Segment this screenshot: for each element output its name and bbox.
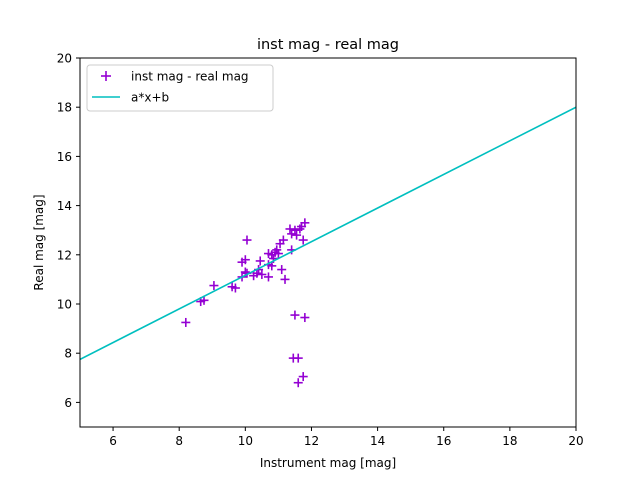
y-tick-label: 6 xyxy=(64,396,72,410)
scatter-point xyxy=(300,313,310,323)
x-tick-label: 14 xyxy=(370,434,385,448)
scatter-point xyxy=(255,256,265,266)
scatter-point xyxy=(257,269,267,279)
scatter-point xyxy=(277,265,287,275)
scatter-point xyxy=(209,281,219,291)
x-axis-label: Instrument mag [mag] xyxy=(260,456,396,470)
chart-title: inst mag - real mag xyxy=(257,37,399,53)
scatter-point xyxy=(293,353,303,363)
scatter-point xyxy=(285,224,295,234)
y-tick-label: 8 xyxy=(64,347,72,361)
scatter-point xyxy=(181,317,191,327)
scatter-point xyxy=(280,274,290,284)
scatter-point xyxy=(242,235,252,245)
scatter-point xyxy=(298,235,308,245)
legend: inst mag - real mag a*x+b xyxy=(86,64,274,112)
legend-marker-plus xyxy=(101,71,111,81)
x-tick-label: 8 xyxy=(175,434,183,448)
y-axis-ticks: 6 8 10 12 14 16 18 20 xyxy=(57,52,80,410)
scatter-point xyxy=(290,310,300,320)
x-tick-label: 18 xyxy=(502,434,517,448)
scatter-point xyxy=(298,372,308,382)
legend-label-fit: a*x+b xyxy=(131,91,169,105)
y-tick-label: 20 xyxy=(57,52,72,66)
scatter-point xyxy=(300,218,310,228)
x-tick-label: 16 xyxy=(436,434,451,448)
plot-frame xyxy=(79,57,577,428)
x-tick-label: 12 xyxy=(304,434,319,448)
fit-line xyxy=(80,106,576,361)
scatter-point xyxy=(263,272,273,282)
y-tick-label: 16 xyxy=(57,150,72,164)
x-tick-label: 20 xyxy=(568,434,583,448)
scatter-point xyxy=(199,295,209,305)
x-axis-ticks: 6 8 10 12 14 16 18 20 xyxy=(109,427,584,448)
legend-box xyxy=(86,64,274,112)
legend-label-scatter: inst mag - real mag xyxy=(131,70,249,84)
scatter-point xyxy=(290,225,300,235)
scatter-point xyxy=(273,249,283,259)
y-tick-label: 12 xyxy=(57,248,72,262)
scatter-point xyxy=(292,230,302,240)
y-tick-label: 14 xyxy=(57,199,72,213)
y-tick-label: 18 xyxy=(57,101,72,115)
series-layer xyxy=(80,106,576,388)
x-tick-label: 10 xyxy=(238,434,253,448)
x-tick-label: 6 xyxy=(109,434,117,448)
scatter-point xyxy=(240,255,250,265)
scatter-point xyxy=(278,235,288,245)
y-axis-label: Real mag [mag] xyxy=(32,194,46,290)
y-tick-label: 10 xyxy=(57,298,72,312)
scatter-point xyxy=(267,261,277,271)
scatter-point xyxy=(293,378,303,388)
scatter-point xyxy=(230,283,240,293)
